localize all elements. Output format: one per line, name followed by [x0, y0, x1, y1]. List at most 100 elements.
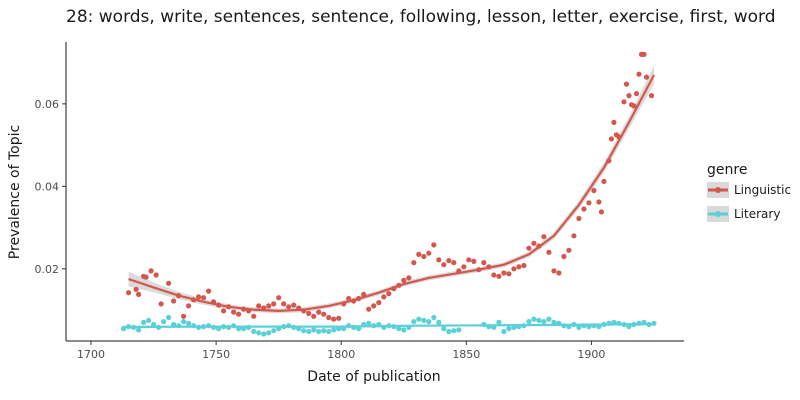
literary-data-point	[541, 319, 547, 325]
linguistic-data-point	[598, 209, 605, 215]
linguistic-data-point	[366, 306, 372, 312]
literary-data-point	[331, 327, 337, 333]
linguistic-data-point	[521, 262, 527, 269]
linguistic-data-point	[221, 308, 227, 314]
x-tick-label: 1750	[202, 348, 230, 361]
legend: genre Linguistic Literary	[707, 162, 791, 222]
literary-data-point	[441, 326, 447, 332]
linguistic-data-point	[136, 291, 142, 297]
literary-data-point	[526, 319, 532, 325]
literary-data-point	[326, 328, 332, 335]
literary-data-point	[251, 328, 257, 335]
linguistic-data-point	[406, 275, 412, 281]
literary-data-point	[366, 320, 372, 326]
linguistic-data-point	[171, 298, 177, 304]
linguistic-data-point	[591, 187, 597, 194]
linguistic-data-point	[256, 303, 262, 309]
literary-data-point	[266, 330, 272, 336]
linguistic-data-point	[621, 99, 627, 105]
linguistic-data-point	[236, 311, 242, 317]
linguistic-data-point	[326, 314, 332, 321]
literary-data-point	[576, 324, 582, 330]
linguistic-data-point	[231, 309, 237, 315]
linguistic-data-point	[641, 51, 647, 58]
linguistic-data-point	[491, 272, 497, 278]
linguistic-data-point	[511, 266, 517, 272]
x-tick-label: 1850	[452, 348, 480, 361]
linguistic-data-point	[206, 288, 212, 294]
literary-data-point	[546, 316, 552, 322]
linguistic-data-point	[186, 303, 192, 309]
legend-key-point	[715, 187, 721, 193]
linguistic-data-point	[376, 300, 382, 306]
x-axis-title: Date of publication	[307, 369, 440, 385]
linguistic-data-point	[541, 234, 547, 240]
y-axis-ticks: 0.02 0.04 0.06	[35, 98, 66, 276]
linguistic-data-point	[401, 277, 407, 283]
linguistic-data-point	[633, 91, 640, 97]
linguistic-data-point	[531, 240, 537, 246]
literary-data-point	[301, 328, 307, 334]
linguistic-data-point	[148, 268, 154, 274]
linguistic-trend-line	[128, 74, 655, 312]
literary-data-point	[166, 314, 172, 321]
linguistic-data-point	[153, 272, 159, 278]
linguistic-data-point	[611, 119, 617, 125]
linguistic-data-point	[481, 260, 487, 266]
y-axis-title: Prevalence of Topic	[7, 125, 23, 259]
literary-data-point	[446, 328, 452, 335]
linguistic-data-point	[386, 291, 392, 297]
linguistic-data-point	[411, 260, 417, 266]
linguistic-data-point	[158, 301, 164, 307]
linguistic-data-point	[516, 264, 522, 270]
linguistic-data-point	[286, 304, 292, 310]
linguistic-data-point	[336, 315, 342, 321]
legend-item-literary: Literary	[707, 206, 780, 222]
literary-data-point	[501, 328, 507, 335]
literary-data-point	[536, 317, 542, 323]
literary-data-point	[431, 314, 437, 321]
linguistic-data-point	[623, 81, 630, 87]
literary-data-point	[506, 326, 512, 332]
literary-data-point	[261, 331, 267, 337]
literary-data-point	[146, 317, 152, 323]
linguistic-data-point	[266, 303, 272, 309]
linguistic-data-point	[608, 136, 615, 142]
literary-data-point	[321, 328, 327, 334]
linguistic-data-point	[381, 294, 387, 300]
x-tick-label: 1800	[327, 348, 355, 361]
linguistic-data-point	[281, 301, 287, 307]
linguistic-data-point	[196, 294, 202, 300]
linguistic-data-point	[201, 295, 207, 301]
literary-data-point	[416, 316, 422, 322]
literary-data-point	[186, 320, 192, 326]
y-tick-label: 0.04	[35, 180, 60, 193]
linguistic-data-point	[126, 290, 132, 296]
linguistic-data-point	[181, 313, 187, 319]
literary-data-point	[531, 316, 537, 322]
linguistic-data-point	[371, 303, 377, 309]
linguistic-data-point	[446, 258, 452, 264]
linguistic-data-point	[551, 268, 557, 274]
x-tick-label: 1700	[77, 348, 105, 361]
legend-key-point	[715, 211, 721, 217]
literary-trend-line	[123, 323, 655, 329]
literary-data-point	[411, 319, 417, 325]
literary-data-point	[401, 327, 407, 333]
linguistic-data-point	[636, 71, 642, 77]
literary-data-point	[181, 319, 187, 325]
literary-data-point	[311, 327, 317, 333]
literary-data-point	[141, 319, 147, 325]
literary-data-point	[271, 328, 277, 334]
legend-item-linguistic: Linguistic	[707, 182, 791, 198]
linguistic-data-point	[441, 262, 447, 268]
linguistic-data-point	[466, 257, 472, 263]
chart-title: 28: words, write, sentences, sentence, f…	[66, 7, 775, 27]
linguistic-data-point	[581, 206, 587, 212]
literary-data-point	[306, 328, 312, 335]
linguistic-data-point	[331, 316, 337, 322]
linguistic-data-point	[461, 264, 467, 270]
legend-label-literary: Literary	[734, 207, 780, 221]
linguistic-data-point	[421, 253, 427, 260]
